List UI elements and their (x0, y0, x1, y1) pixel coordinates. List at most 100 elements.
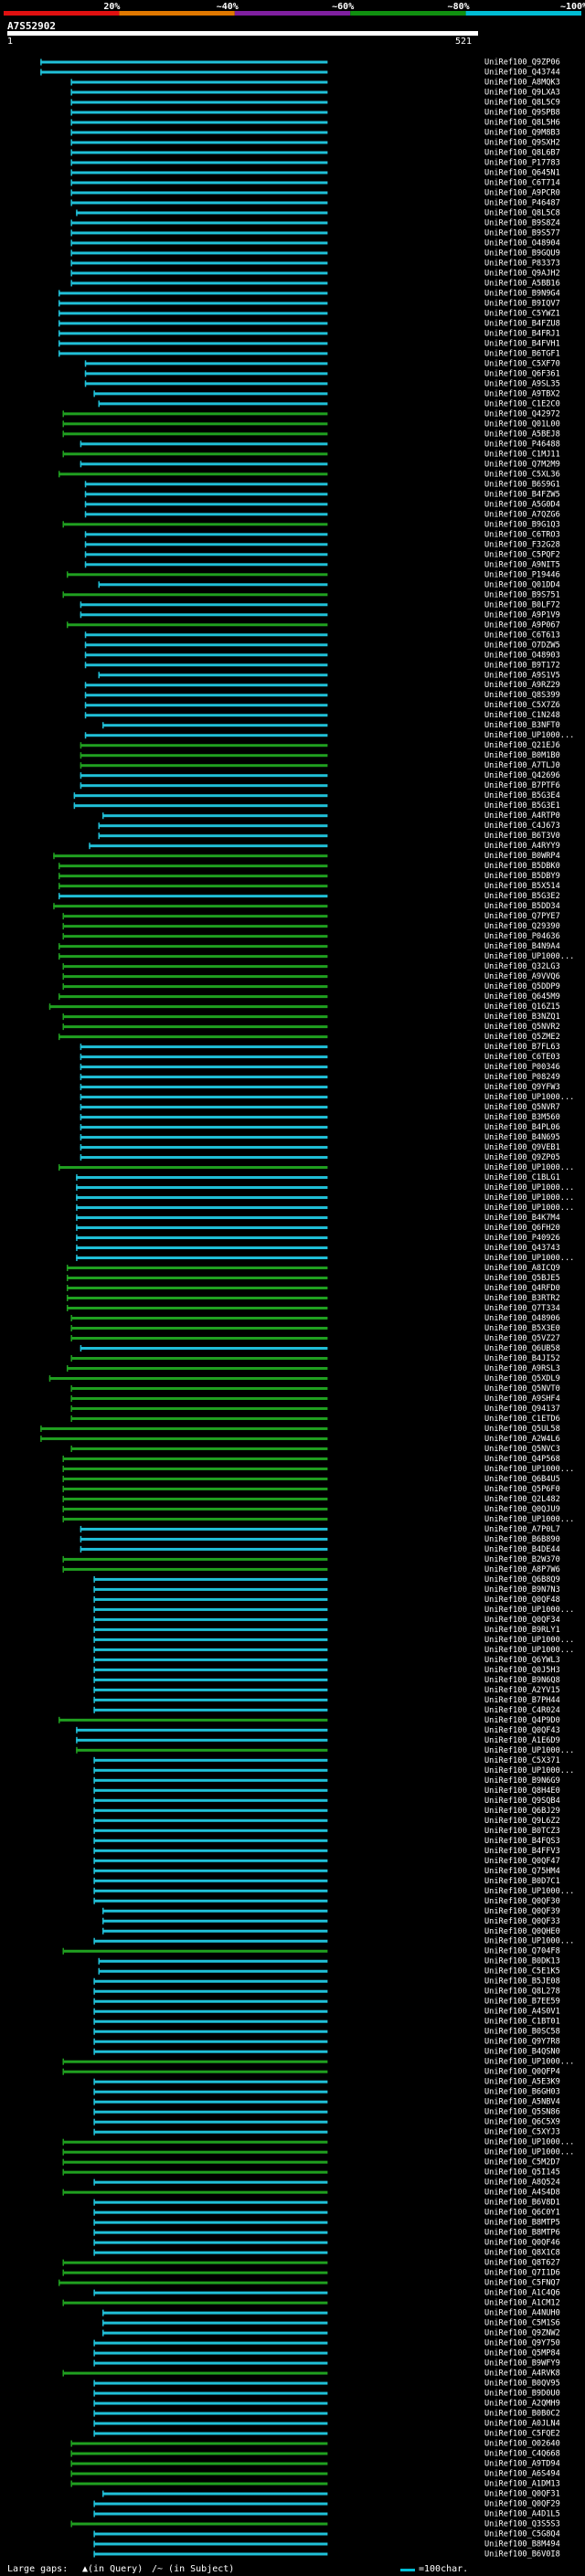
hit-label[interactable]: UniRef100_B6GH03 (484, 2088, 560, 2097)
hit-label[interactable]: UniRef100_P17783 (484, 158, 560, 167)
hit-row[interactable]: UniRef100_A1C4Q6 (93, 2289, 560, 2298)
hit-row[interactable]: UniRef100_A6S494 (70, 2470, 560, 2479)
hit-label[interactable]: UniRef100_A1C4Q6 (484, 2289, 560, 2298)
hit-row[interactable]: UniRef100_A5NBV4 (93, 2098, 560, 2107)
hit-row[interactable]: UniRef100_Q6F361 (84, 369, 560, 378)
hit-row[interactable]: UniRef100_P40926 (76, 1234, 560, 1243)
hit-row[interactable]: UniRef100_Q5I145 (62, 2168, 560, 2178)
hit-label[interactable]: UniRef100_C1N248 (484, 711, 560, 720)
hit-row[interactable]: UniRef100_Q94137 (70, 1405, 560, 1414)
hit-row[interactable]: UniRef100_Q5MP84 (93, 2349, 560, 2359)
hit-row[interactable]: UniRef100_Q9Y750 (93, 2339, 560, 2348)
hit-label[interactable]: UniRef100_Q8H4E0 (484, 1786, 560, 1796)
hit-label[interactable]: UniRef100_C1E2C0 (484, 399, 560, 408)
hit-row[interactable]: UniRef100_Q2L482 (62, 1495, 560, 1504)
hit-label[interactable]: UniRef100_A9P1V9 (484, 610, 560, 620)
hit-label[interactable]: UniRef100_O48904 (484, 239, 560, 248)
hit-label[interactable]: UniRef100_B5JE08 (484, 1977, 560, 1987)
hit-label[interactable]: UniRef100_B5X514 (484, 882, 560, 891)
hit-row[interactable]: UniRef100_UP1000... (76, 1746, 574, 1755)
hit-label[interactable]: UniRef100_Q6UB58 (484, 1344, 560, 1353)
hit-label[interactable]: UniRef100_Q6YWL3 (484, 1656, 560, 1665)
hit-label[interactable]: UniRef100_Q4P568 (484, 1455, 560, 1464)
hit-label[interactable]: UniRef100_A5G0D4 (484, 500, 560, 509)
hit-label[interactable]: UniRef100_UP1000... (484, 1093, 574, 1102)
hit-row[interactable]: UniRef100_B9N7N3 (93, 1585, 560, 1595)
hit-row[interactable]: UniRef100_Q5VZ27 (70, 1334, 560, 1343)
hit-row[interactable]: UniRef100_B0LF72 (80, 600, 560, 610)
hit-row[interactable]: UniRef100_UP1000... (93, 1937, 574, 1946)
hit-label[interactable]: UniRef100_A1DM13 (484, 2480, 560, 2489)
hit-row[interactable]: UniRef100_A9S1V5 (98, 671, 560, 680)
hit-row[interactable]: UniRef100_Q0QF30 (93, 1897, 560, 1906)
hit-row[interactable]: UniRef100_Q8T627 (62, 2259, 560, 2268)
hit-label[interactable]: UniRef100_B6V8D1 (484, 2199, 560, 2208)
hit-row[interactable]: UniRef100_P46488 (80, 440, 560, 449)
hit-label[interactable]: UniRef100_Q42972 (484, 409, 560, 419)
hit-label[interactable]: UniRef100_Q6B4U5 (484, 1475, 560, 1484)
hit-label[interactable]: UniRef100_A9NIT5 (484, 560, 560, 569)
hit-label[interactable]: UniRef100_B4FFV3 (484, 1847, 560, 1856)
hit-row[interactable]: UniRef100_Q29390 (62, 922, 560, 931)
hit-row[interactable]: UniRef100_C1BT01 (93, 2018, 560, 2027)
hit-row[interactable]: UniRef100_C1ETD6 (70, 1415, 560, 1424)
hit-row[interactable]: UniRef100_A9PCR0 (70, 188, 560, 197)
hit-label[interactable]: UniRef100_B5G3E4 (484, 791, 560, 800)
hit-label[interactable]: UniRef100_C5X371 (484, 1756, 560, 1765)
hit-label[interactable]: UniRef100_A4RTP0 (484, 811, 560, 821)
hit-row[interactable]: UniRef100_A7TLJ0 (80, 761, 560, 770)
hit-row[interactable]: UniRef100_B4K7M4 (76, 1214, 560, 1223)
hit-label[interactable]: UniRef100_C5G8Q4 (484, 2530, 560, 2539)
hit-label[interactable]: UniRef100_Q0J5H3 (484, 1666, 560, 1675)
hit-label[interactable]: UniRef100_Q5NVC3 (484, 1445, 560, 1454)
hit-row[interactable]: UniRef100_UP1000... (76, 1183, 574, 1193)
hit-row[interactable]: UniRef100_Q0QFP4 (62, 2068, 560, 2077)
hit-label[interactable]: UniRef100_Q0QF33 (484, 1917, 560, 1926)
hit-row[interactable]: UniRef100_A9VVQ6 (62, 972, 560, 981)
hit-label[interactable]: UniRef100_Q0QF48 (484, 1595, 560, 1605)
hit-row[interactable]: UniRef100_A4S0V1 (93, 2008, 560, 2017)
hit-label[interactable]: UniRef100_Q9Y7R8 (484, 2038, 560, 2047)
hit-label[interactable]: UniRef100_B9IQV7 (484, 299, 560, 308)
hit-row[interactable]: UniRef100_Q16Z15 (48, 1002, 560, 1012)
hit-row[interactable]: UniRef100_O02640 (70, 2440, 560, 2449)
hit-label[interactable]: UniRef100_Q01L00 (484, 419, 560, 429)
hit-row[interactable]: UniRef100_Q0QF47 (93, 1857, 560, 1866)
hit-label[interactable]: UniRef100_A7TLJ0 (484, 761, 560, 770)
hit-row[interactable]: UniRef100_B9GQU9 (70, 249, 560, 258)
hit-row[interactable]: UniRef100_UP1000... (62, 2138, 574, 2147)
hit-row[interactable]: UniRef100_B6T3V0 (98, 832, 560, 841)
hit-row[interactable]: UniRef100_B6TGF1 (58, 349, 560, 358)
hit-label[interactable]: UniRef100_UP1000... (484, 1606, 574, 1615)
hit-label[interactable]: UniRef100_Q0QFP4 (484, 2068, 560, 2077)
hit-row[interactable]: UniRef100_Q5UL58 (40, 1425, 560, 1434)
hit-row[interactable]: UniRef100_Q5NVR7 (80, 1103, 560, 1112)
hit-row[interactable]: UniRef100_B5G3E1 (73, 801, 560, 811)
hit-label[interactable]: UniRef100_B9N6Q8 (484, 1676, 560, 1685)
hit-label[interactable]: UniRef100_Q0QF34 (484, 1616, 560, 1625)
hit-label[interactable]: UniRef100_A9TD94 (484, 2460, 560, 2469)
hit-label[interactable]: UniRef100_B4N9A4 (484, 942, 560, 951)
hit-row[interactable]: UniRef100_B6V8D1 (93, 2199, 560, 2208)
hit-label[interactable]: UniRef100_B5DBY9 (484, 872, 560, 881)
hit-row[interactable]: UniRef100_UP1000... (93, 1646, 574, 1655)
hit-row[interactable]: UniRef100_Q0QF48 (93, 1595, 560, 1605)
hit-row[interactable]: UniRef100_C5X7Z6 (84, 701, 560, 710)
hit-label[interactable]: UniRef100_B9N7N3 (484, 1585, 560, 1595)
hit-label[interactable]: UniRef100_Q9Y750 (484, 2339, 560, 2348)
hit-label[interactable]: UniRef100_C4J673 (484, 822, 560, 831)
hit-label[interactable]: UniRef100_Q8L278 (484, 1988, 560, 1997)
hit-label[interactable]: UniRef100_B9S751 (484, 590, 560, 599)
hit-row[interactable]: UniRef100_P04636 (62, 932, 560, 941)
hit-row[interactable]: UniRef100_B0B0C2 (93, 2410, 560, 2419)
hit-row[interactable]: UniRef100_B4FZW5 (84, 490, 560, 499)
hit-row[interactable]: UniRef100_F32G28 (84, 540, 560, 549)
hit-row[interactable]: UniRef100_B5X514 (58, 882, 560, 891)
hit-label[interactable]: UniRef100_Q9ZNW2 (484, 2329, 560, 2338)
hit-row[interactable]: UniRef100_C1N248 (84, 711, 560, 720)
hit-row[interactable]: UniRef100_UP1000... (76, 1193, 574, 1203)
hit-row[interactable]: UniRef100_B4FRJ1 (58, 329, 560, 338)
hit-label[interactable]: UniRef100_Q5P6F0 (484, 1485, 560, 1494)
hit-row[interactable]: UniRef100_Q645M9 (58, 992, 560, 1002)
hit-row[interactable]: UniRef100_Q9YFW3 (80, 1083, 560, 1092)
